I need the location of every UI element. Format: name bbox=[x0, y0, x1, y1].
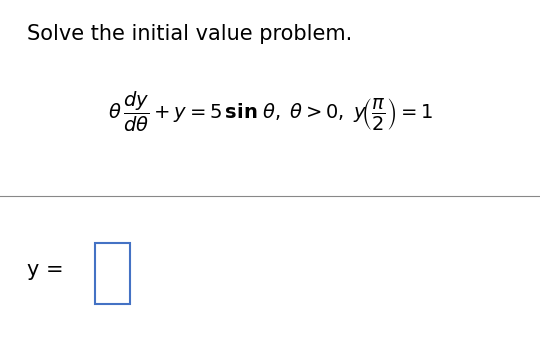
Text: $\theta\,\dfrac{dy}{d\theta} + y = 5\,\mathbf{sin}\;\theta,\;\theta > 0,\;y\!\le: $\theta\,\dfrac{dy}{d\theta} + y = 5\,\m… bbox=[107, 90, 433, 134]
Bar bbox=[94, 243, 130, 304]
Text: Solve the initial value problem.: Solve the initial value problem. bbox=[27, 24, 352, 44]
Text: y =: y = bbox=[27, 260, 70, 281]
